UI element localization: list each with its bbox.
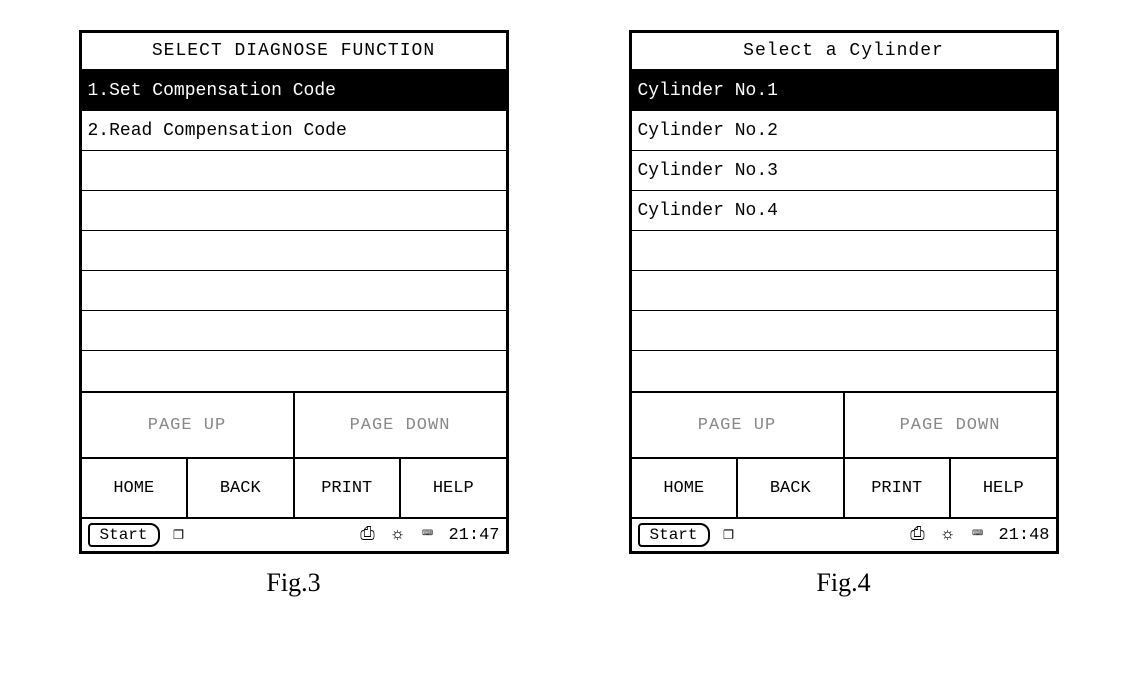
figure-4: Select a Cylinder Cylinder No.1 Cylinder… bbox=[629, 30, 1059, 598]
screen-title: Select a Cylinder bbox=[632, 33, 1056, 71]
menu-item-empty[interactable] bbox=[632, 231, 1056, 271]
menu-item[interactable]: Cylinder No.3 bbox=[632, 151, 1056, 191]
taskbar: Start ❐ ⎙ ☼ ⌨ 21:47 bbox=[82, 519, 506, 551]
menu-item[interactable]: Cylinder No.1 bbox=[632, 71, 1056, 111]
help-button[interactable]: HELP bbox=[951, 459, 1056, 517]
menu-list: 1.Set Compensation Code 2.Read Compensat… bbox=[82, 71, 506, 393]
clock: 21:47 bbox=[448, 526, 499, 545]
windows-icon[interactable]: ❐ bbox=[718, 526, 740, 544]
keyboard-icon[interactable]: ⌨ bbox=[416, 526, 438, 544]
help-button[interactable]: HELP bbox=[401, 459, 506, 517]
stage: SELECT DIAGNOSE FUNCTION 1.Set Compensat… bbox=[0, 0, 1137, 628]
nav-buttons: HOME BACK PRINT HELP bbox=[632, 459, 1056, 519]
menu-item[interactable]: 1.Set Compensation Code bbox=[82, 71, 506, 111]
menu-item-empty[interactable] bbox=[632, 271, 1056, 311]
nav-buttons: HOME BACK PRINT HELP bbox=[82, 459, 506, 519]
menu-item[interactable]: Cylinder No.4 bbox=[632, 191, 1056, 231]
brightness-icon[interactable]: ☼ bbox=[936, 526, 958, 544]
pager: PAGE UP PAGE DOWN bbox=[632, 393, 1056, 459]
menu-item-empty[interactable] bbox=[632, 351, 1056, 391]
home-button[interactable]: HOME bbox=[632, 459, 739, 517]
home-button[interactable]: HOME bbox=[82, 459, 189, 517]
device-screen: Select a Cylinder Cylinder No.1 Cylinder… bbox=[629, 30, 1059, 554]
menu-item[interactable]: 2.Read Compensation Code bbox=[82, 111, 506, 151]
start-button[interactable]: Start bbox=[638, 523, 710, 547]
screen-title: SELECT DIAGNOSE FUNCTION bbox=[82, 33, 506, 71]
taskbar: Start ❐ ⎙ ☼ ⌨ 21:48 bbox=[632, 519, 1056, 551]
windows-icon[interactable]: ❐ bbox=[168, 526, 190, 544]
menu-item-empty[interactable] bbox=[82, 351, 506, 391]
print-icon[interactable]: ⎙ bbox=[906, 526, 928, 544]
keyboard-icon[interactable]: ⌨ bbox=[966, 526, 988, 544]
menu-item-empty[interactable] bbox=[82, 231, 506, 271]
back-button[interactable]: BACK bbox=[738, 459, 845, 517]
page-up-button[interactable]: PAGE UP bbox=[632, 393, 845, 457]
print-button[interactable]: PRINT bbox=[845, 459, 952, 517]
figure-caption: Fig.3 bbox=[266, 568, 320, 598]
figure-caption: Fig.4 bbox=[816, 568, 870, 598]
back-button[interactable]: BACK bbox=[188, 459, 295, 517]
print-button[interactable]: PRINT bbox=[295, 459, 402, 517]
page-up-button[interactable]: PAGE UP bbox=[82, 393, 295, 457]
clock: 21:48 bbox=[998, 526, 1049, 545]
menu-item-empty[interactable] bbox=[82, 151, 506, 191]
pager: PAGE UP PAGE DOWN bbox=[82, 393, 506, 459]
menu-item[interactable]: Cylinder No.2 bbox=[632, 111, 1056, 151]
menu-item-empty[interactable] bbox=[632, 311, 1056, 351]
menu-item-empty[interactable] bbox=[82, 191, 506, 231]
menu-list: Cylinder No.1 Cylinder No.2 Cylinder No.… bbox=[632, 71, 1056, 393]
menu-item-empty[interactable] bbox=[82, 311, 506, 351]
figure-3: SELECT DIAGNOSE FUNCTION 1.Set Compensat… bbox=[79, 30, 509, 598]
page-down-button[interactable]: PAGE DOWN bbox=[845, 393, 1056, 457]
device-screen: SELECT DIAGNOSE FUNCTION 1.Set Compensat… bbox=[79, 30, 509, 554]
print-icon[interactable]: ⎙ bbox=[356, 526, 378, 544]
page-down-button[interactable]: PAGE DOWN bbox=[295, 393, 506, 457]
menu-item-empty[interactable] bbox=[82, 271, 506, 311]
start-button[interactable]: Start bbox=[88, 523, 160, 547]
brightness-icon[interactable]: ☼ bbox=[386, 526, 408, 544]
